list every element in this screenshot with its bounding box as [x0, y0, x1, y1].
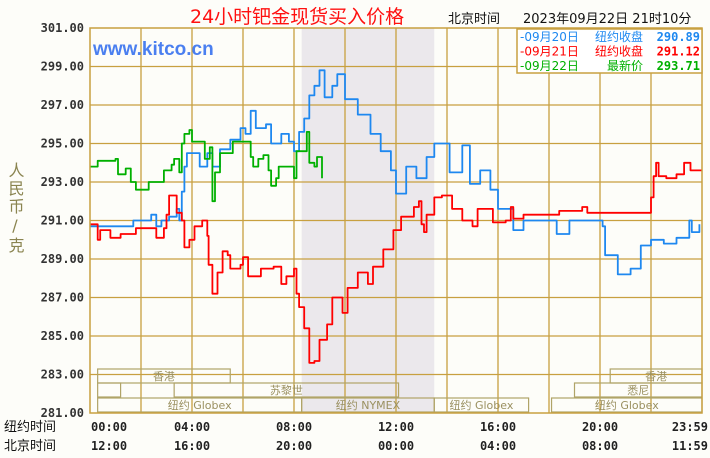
time-zone-label: 北京时间 [448, 12, 500, 27]
session-label: 纽约 Globex [595, 398, 659, 412]
x-tick-label: 00:00 [378, 439, 414, 453]
y-tick-label: 283.00 [41, 368, 84, 382]
y-tick-label: 291.00 [41, 214, 84, 228]
price-series [90, 69, 702, 364]
x-tick-label: 04:00 [174, 420, 210, 434]
y-tick-label: 289.00 [41, 252, 84, 266]
y-axis-label: 人民币/克 [6, 162, 25, 255]
plot-border [89, 27, 703, 414]
session-label: 纽约 Globex [168, 398, 232, 412]
x-tick-label: 23:59 [672, 420, 708, 434]
session-label: 纽约 Globex [449, 398, 513, 412]
x-tick-label: 00:00 [91, 420, 127, 434]
x-row-label: 北京时间 [4, 439, 56, 454]
x-tick-label: 08:00 [276, 420, 312, 434]
session-label: 香港 [645, 370, 667, 383]
session-label: 苏黎世 [270, 383, 303, 397]
x-tick-label: 20:00 [276, 439, 312, 453]
y-tick-label: 299.00 [41, 60, 84, 74]
x-axis-ticks: 纽约时间 00:00 04:00 08:00 12:00 16:00 20:00 23:59 北… [4, 420, 708, 454]
series-line-09月22日 [90, 129, 323, 203]
x-tick-label: 11:59 [672, 439, 708, 453]
x-tick-label: 12:00 [378, 420, 414, 434]
y-tick-label: 293.00 [41, 175, 84, 189]
y-tick-label: 297.00 [41, 98, 84, 112]
y-tick-label: 281.00 [41, 406, 84, 420]
session-label: 香港 [153, 370, 175, 383]
y-axis-ticks: 301.00 299.00 297.00 295.00 293.00 291.00 289.… [41, 21, 84, 420]
x-tick-label: 08:00 [582, 439, 618, 453]
chart-title: 24小时钯金现货买入价格 [190, 6, 404, 28]
session-box [173, 382, 400, 398]
legend-box [516, 28, 703, 74]
x-row-label: 纽约时间 [4, 420, 56, 435]
x-tick-label: 12:00 [91, 439, 127, 453]
y-tick-label: 285.00 [41, 329, 84, 343]
y-tick-label: 287.00 [41, 291, 84, 305]
series-line-09月20日 [90, 69, 701, 276]
legend-label: 纽约收盘 [595, 44, 643, 59]
x-tick-label: 16:00 [480, 420, 516, 434]
series-line-09月21日 [90, 161, 702, 364]
legend-value: 290.89 [657, 30, 700, 44]
session-label: 悉尼 [627, 384, 649, 397]
session-label: 纽约 NYMEX [336, 398, 401, 412]
x-tick-label: 16:00 [174, 439, 210, 453]
legend-value: 291.12 [657, 45, 700, 59]
timestamp: 2023年09月22日 21时10分 [523, 12, 691, 27]
legend: -09月20日 纽约收盘 290.89-09月21日 纽约收盘 291.12-09月22… [516, 28, 703, 74]
legend-date: -09月21日 [520, 45, 579, 59]
session-box [97, 382, 122, 398]
x-tick-label: 20:00 [582, 420, 618, 434]
legend-date: -09月20日 [520, 30, 579, 44]
x-tick-label: 04:00 [480, 439, 516, 453]
legend-date: -09月22日 [520, 59, 579, 73]
legend-label: 纽约收盘 [595, 29, 643, 44]
session-box [433, 397, 530, 413]
legend-value: 293.71 [657, 59, 700, 73]
legend-label: 最新价 [607, 58, 643, 73]
kitco-watermark: www.kitco.cn [92, 39, 214, 60]
session-box [97, 368, 231, 384]
y-tick-label: 301.00 [41, 21, 84, 35]
y-tick-label: 295.00 [41, 137, 84, 151]
